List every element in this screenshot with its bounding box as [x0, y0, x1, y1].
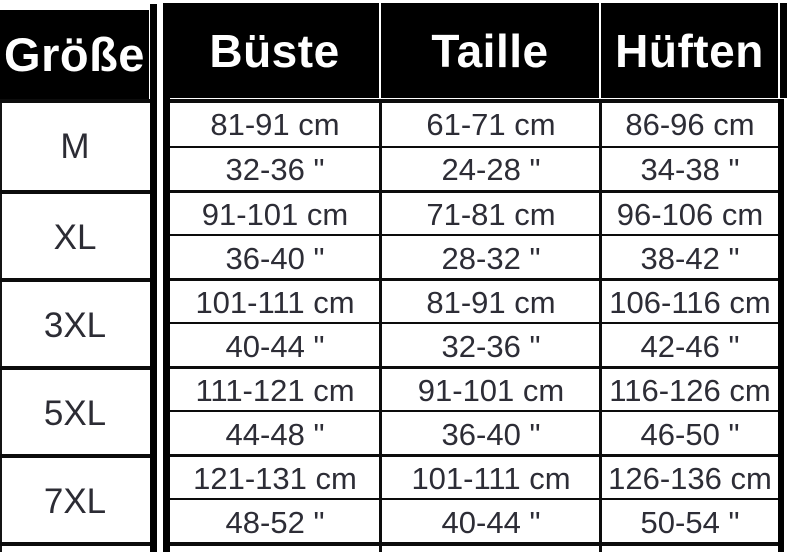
row-divider — [170, 234, 784, 236]
bust-in-7xl: 48-52 " — [225, 504, 325, 540]
waist-in-xl: 28-32 " — [441, 240, 541, 276]
size-label-3xl: 3XL — [43, 305, 107, 345]
bust-cm-7xl: 121-131 cm — [193, 460, 357, 496]
column-header-waist: Taille — [381, 3, 599, 98]
waist-cm-m: 61-71 cm — [426, 106, 556, 142]
bust-in-m: 32-36 " — [225, 151, 325, 187]
bust-in-3xl: 40-44 " — [225, 328, 325, 364]
hips-cm-5xl: 116-126 cm — [609, 372, 771, 408]
hips-in-5xl: 46-50 " — [640, 416, 740, 452]
header-cutoff-sliver — [780, 3, 787, 98]
bust-cm-m: 81-91 cm — [210, 106, 340, 142]
right-table-left-border — [163, 3, 170, 552]
bust-cm-xl: 91-101 cm — [201, 196, 349, 232]
size-column-header: Größe — [0, 10, 149, 99]
waist-in-7xl: 40-44 " — [441, 504, 541, 540]
bust-cm-3xl: 101-111 cm — [195, 284, 355, 320]
bust-in-5xl: 44-48 " — [225, 416, 325, 452]
hips-in-xl: 38-42 " — [640, 240, 740, 276]
left-table-left-border — [0, 99, 2, 552]
left-table-divider — [0, 278, 150, 282]
left-table-divider — [0, 99, 150, 103]
hips-in-7xl: 50-54 " — [640, 504, 740, 540]
row-divider — [170, 542, 784, 546]
waist-cm-7xl: 101-111 cm — [411, 460, 571, 496]
size-header-label: Größe — [4, 28, 145, 81]
left-table-divider — [0, 542, 150, 546]
column-header-bust-label: Büste — [209, 24, 340, 77]
hips-cm-m: 86-96 cm — [625, 106, 755, 142]
bust-cm-5xl: 111-121 cm — [195, 372, 355, 408]
measurements-header-row: Büste Taille Hüften — [170, 3, 787, 98]
waist-cm-3xl: 81-91 cm — [426, 284, 556, 320]
hips-cm-xl: 96-106 cm — [616, 196, 764, 232]
hips-cm-3xl: 106-116 cm — [609, 284, 771, 320]
column-header-hips: Hüften — [601, 3, 778, 98]
size-label-m: M — [60, 126, 90, 166]
waist-cm-5xl: 91-101 cm — [417, 372, 565, 408]
row-divider — [170, 454, 784, 457]
row-divider — [170, 322, 784, 324]
waist-in-m: 24-28 " — [441, 151, 541, 187]
left-table-right-border — [150, 4, 157, 552]
left-table-divider — [0, 366, 150, 370]
column-divider — [379, 99, 382, 552]
waist-in-3xl: 32-36 " — [441, 328, 541, 364]
column-header-waist-label: Taille — [431, 24, 549, 77]
size-label-5xl: 5XL — [43, 393, 107, 433]
hips-in-m: 34-38 " — [640, 151, 740, 187]
row-divider — [170, 498, 784, 500]
bust-in-xl: 36-40 " — [225, 240, 325, 276]
row-divider — [170, 366, 784, 369]
column-header-bust: Büste — [170, 3, 379, 98]
left-table-divider — [0, 454, 150, 458]
size-label-7xl: 7XL — [43, 481, 107, 521]
row-divider — [170, 410, 784, 412]
row-divider — [170, 190, 784, 193]
right-table-right-border — [778, 99, 784, 552]
hips-cm-7xl: 126-136 cm — [608, 460, 772, 496]
row-divider — [170, 146, 784, 148]
row-divider — [170, 278, 784, 281]
row-divider — [170, 99, 784, 103]
column-divider — [599, 99, 602, 552]
waist-in-5xl: 36-40 " — [441, 416, 541, 452]
size-label-xl: XL — [53, 217, 97, 257]
hips-in-3xl: 42-46 " — [640, 328, 740, 364]
waist-cm-xl: 71-81 cm — [426, 196, 556, 232]
left-table-divider — [0, 190, 150, 194]
column-header-hips-label: Hüften — [615, 24, 764, 77]
